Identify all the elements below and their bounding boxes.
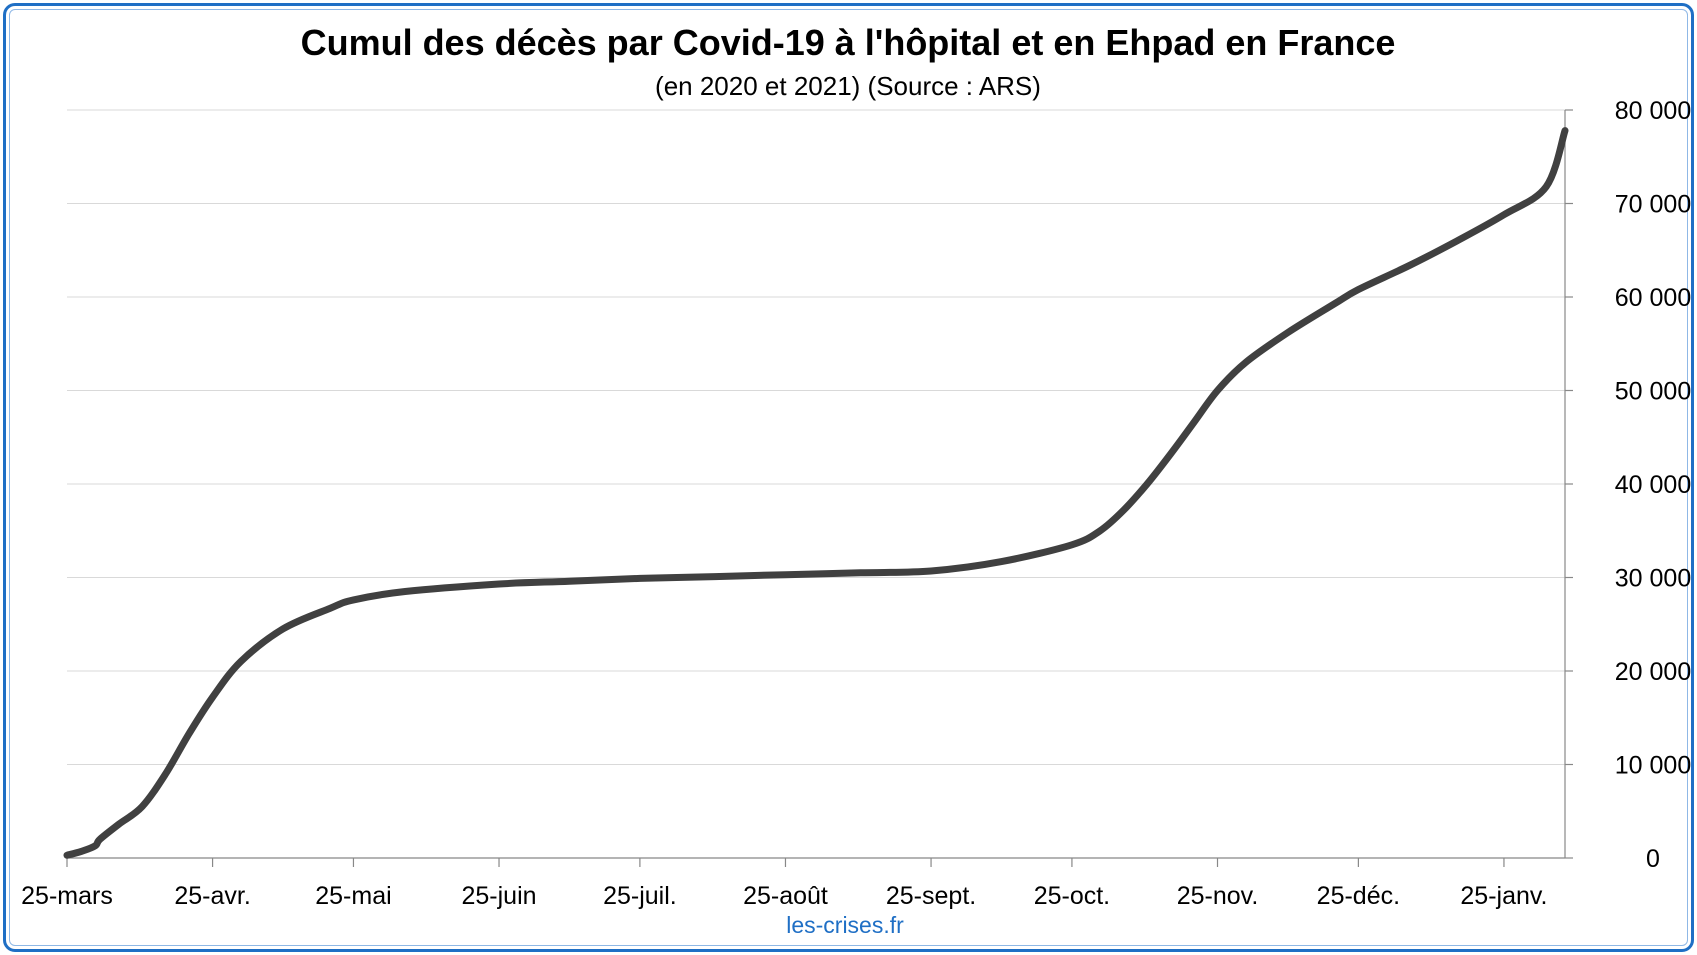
series-line-layer xyxy=(63,127,1569,859)
y-tick-label: 20 000 xyxy=(1615,658,1691,686)
tick-labels: 0 10 000 20 000 30 000 40 000 50 000 60 000 70 … xyxy=(21,97,1691,910)
x-tick-label: 25-janv. xyxy=(1460,882,1547,910)
y-tick-label: 60 000 xyxy=(1615,284,1691,312)
x-tick-label: 25-oct. xyxy=(1034,882,1110,910)
x-tick-label: 25-sept. xyxy=(886,882,976,910)
series-line xyxy=(63,127,1569,859)
y-tick-label: 70 000 xyxy=(1615,191,1691,219)
y-tick-label: 10 000 xyxy=(1615,752,1691,780)
x-tick-label: 25-mars xyxy=(21,882,113,910)
y-tick-label: 50 000 xyxy=(1615,378,1691,406)
y-tick-label: 40 000 xyxy=(1615,471,1691,499)
source-label: les-crises.fr xyxy=(786,912,904,938)
chart-subtitle: (en 2020 et 2021) (Source : ARS) xyxy=(655,71,1041,101)
x-tick-label: 25-juin xyxy=(461,882,536,910)
x-tick-label: 25-déc. xyxy=(1317,882,1400,910)
x-tick-label: 25-nov. xyxy=(1177,882,1259,910)
x-tick-label: 25-août xyxy=(743,882,828,910)
x-tick-label: 25-juil. xyxy=(603,882,677,910)
chart-title: Cumul des décès par Covid-19 à l'hôpital… xyxy=(301,22,1396,63)
y-tick-label: 0 xyxy=(1646,845,1660,873)
x-tick-label: 25-mai xyxy=(315,882,391,910)
grid-lines xyxy=(67,109,1565,765)
y-tick-label: 80 000 xyxy=(1615,97,1691,125)
chart-frame xyxy=(3,3,1694,952)
axes xyxy=(66,109,1573,867)
x-tick-label: 25-avr. xyxy=(174,882,250,910)
y-tick-label: 30 000 xyxy=(1615,565,1691,593)
